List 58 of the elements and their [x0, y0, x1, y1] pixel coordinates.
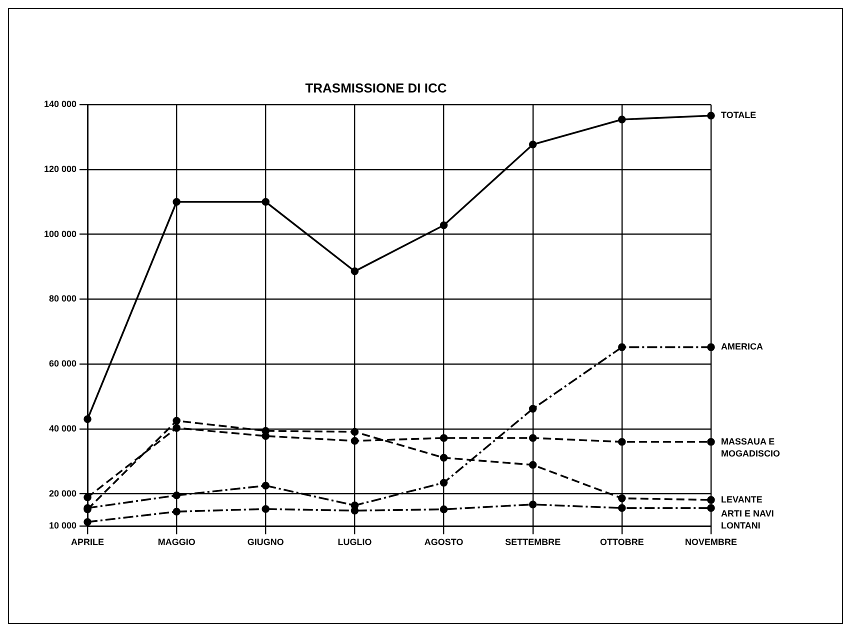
- y-tick-label: 60 000: [48, 358, 76, 369]
- point: [618, 116, 626, 124]
- y-tick-label: 140 000: [43, 99, 76, 110]
- x-tick-label: LUGLIO: [337, 537, 372, 548]
- point: [618, 343, 626, 352]
- point: [528, 140, 536, 148]
- point: [172, 508, 180, 516]
- point: [528, 500, 536, 508]
- x-tick-label: MAGGIO: [157, 537, 195, 548]
- series-label: TOTALE: [720, 110, 756, 120]
- point: [172, 198, 180, 206]
- point: [172, 491, 180, 500]
- x-tick-label: NOVEMBRE: [684, 537, 737, 548]
- y-tick-label: 20 000: [48, 488, 76, 498]
- series-label: ARTI E NAVI LONTANI: [720, 508, 774, 530]
- point: [528, 404, 536, 413]
- series-label: AMERICA: [720, 342, 763, 352]
- point: [83, 493, 91, 502]
- point: [439, 478, 448, 487]
- point: [706, 496, 714, 504]
- point: [350, 437, 358, 445]
- point: [350, 502, 358, 510]
- point: [528, 461, 536, 469]
- point: [706, 343, 714, 352]
- point: [439, 505, 448, 514]
- y-tick-label: 100 000: [43, 228, 76, 239]
- series-label: LEVANTE: [720, 494, 762, 504]
- point: [83, 415, 91, 424]
- point: [706, 438, 714, 446]
- x-tick-label: AGOSTO: [424, 537, 463, 548]
- point: [439, 454, 448, 462]
- point: [261, 432, 270, 440]
- point: [706, 112, 714, 120]
- point: [528, 434, 536, 442]
- point: [350, 267, 358, 276]
- x-tick-label: OTTOBRE: [600, 537, 644, 548]
- point: [261, 482, 270, 490]
- point: [172, 416, 180, 425]
- point: [618, 494, 626, 502]
- point: [261, 198, 270, 206]
- point: [350, 428, 358, 436]
- point: [83, 518, 91, 526]
- y-tick-label: 120 000: [43, 164, 76, 174]
- chart-title: TRASMISSIONE DI ICC: [304, 80, 447, 96]
- x-tick-label: GIUGNO: [246, 537, 284, 548]
- y-tick-label: 80 000: [48, 294, 76, 304]
- point: [439, 221, 448, 230]
- point: [439, 434, 448, 442]
- y-tick-label: 40 000: [48, 423, 76, 434]
- x-tick-label: APRILE: [70, 537, 104, 548]
- point: [618, 438, 626, 446]
- x-tick-label: SETTEMBRE: [504, 537, 560, 548]
- point: [172, 424, 180, 432]
- series-label: MASSAUA E MOGADISCIO: [720, 436, 780, 458]
- y-tick-label: 10 000: [48, 520, 76, 531]
- point: [618, 504, 626, 512]
- point: [261, 505, 270, 513]
- point: [706, 504, 714, 512]
